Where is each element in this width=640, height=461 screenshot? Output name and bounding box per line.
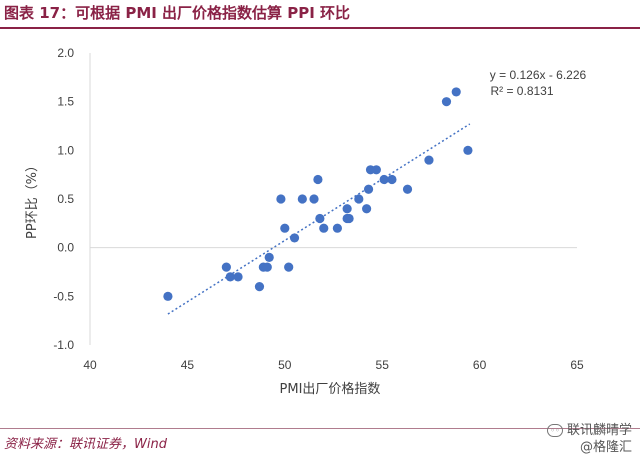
watermark: ◦◦ 联讯麟晴学 @格隆汇 bbox=[546, 422, 632, 456]
scatter-point bbox=[342, 204, 352, 214]
scatter-point bbox=[463, 145, 473, 155]
r-squared-label: R² = 0.8131 bbox=[490, 84, 553, 98]
axes bbox=[89, 53, 577, 345]
scatter-point bbox=[363, 184, 374, 194]
scatter-point bbox=[451, 87, 461, 97]
trendline-path bbox=[167, 123, 471, 315]
scatter-point bbox=[264, 252, 274, 262]
trendline bbox=[167, 123, 471, 315]
x-tick-label: 50 bbox=[278, 358, 292, 372]
x-tick-label: 60 bbox=[473, 358, 487, 372]
scatter-chart: -1.0 -0.5 0.0 0.5 1.0 1.5 2.0 40 45 50 55 60 65 y = … bbox=[25, 46, 587, 397]
chart-title: 图表 17：可根据 PMI 出厂价格指数估算 PPI 环比 bbox=[4, 4, 351, 22]
tick-labels: -1.0 -0.5 0.0 0.5 1.0 1.5 2.0 40 45 50 55 60 65 bbox=[53, 46, 584, 372]
scatter-point bbox=[297, 194, 307, 204]
scatter-point bbox=[309, 194, 319, 204]
scatter-point bbox=[163, 291, 173, 301]
scatter-point bbox=[424, 155, 434, 165]
equation-label: y = 0.126x - 6.226 bbox=[490, 68, 587, 82]
scatter-point bbox=[233, 272, 243, 282]
scatter-point bbox=[362, 204, 372, 214]
source-note: 资料来源：联讯证券，Wind bbox=[4, 437, 167, 452]
y-tick-label: 1.0 bbox=[57, 143, 74, 157]
scatter-point bbox=[319, 223, 329, 233]
data-points bbox=[163, 87, 473, 301]
title-rule bbox=[0, 27, 640, 29]
scatter-point bbox=[441, 97, 452, 107]
scatter-point bbox=[354, 194, 364, 204]
watermark-line2: @格隆汇 bbox=[579, 440, 632, 455]
y-axis-title: PP环比（%） bbox=[25, 159, 40, 239]
scatter-point bbox=[379, 174, 389, 185]
scatter-point bbox=[313, 174, 323, 185]
x-tick-label: 55 bbox=[376, 358, 390, 372]
x-tick-label: 45 bbox=[181, 358, 195, 372]
y-tick-label: -1.0 bbox=[53, 338, 74, 352]
scatter-point bbox=[280, 223, 290, 233]
scatter-point bbox=[332, 223, 342, 233]
y-tick-label: 2.0 bbox=[57, 46, 74, 60]
scatter-point bbox=[284, 262, 294, 272]
scatter-point bbox=[371, 165, 381, 175]
y-tick-label: 0.0 bbox=[57, 241, 74, 255]
footer-rule bbox=[0, 428, 640, 429]
wechat-icon: ◦◦ bbox=[546, 424, 563, 437]
x-tick-label: 40 bbox=[83, 358, 97, 372]
scatter-point bbox=[315, 213, 325, 224]
x-tick-label: 65 bbox=[570, 358, 584, 372]
x-axis-title: PMI出厂价格指数 bbox=[280, 381, 381, 397]
scatter-point bbox=[289, 233, 300, 243]
scatter-point bbox=[221, 262, 231, 272]
y-tick-label: 0.5 bbox=[57, 192, 74, 206]
y-tick-label: 1.5 bbox=[57, 95, 74, 109]
scatter-point bbox=[254, 282, 265, 292]
scatter-point bbox=[262, 262, 272, 272]
scatter-point bbox=[387, 174, 397, 185]
y-tick-label: -0.5 bbox=[53, 289, 74, 303]
scatter-point bbox=[276, 194, 286, 204]
watermark-line1: 联讯麟晴学 bbox=[566, 423, 632, 438]
scatter-point bbox=[344, 213, 354, 224]
scatter-point bbox=[225, 272, 235, 282]
scatter-point bbox=[402, 184, 413, 194]
